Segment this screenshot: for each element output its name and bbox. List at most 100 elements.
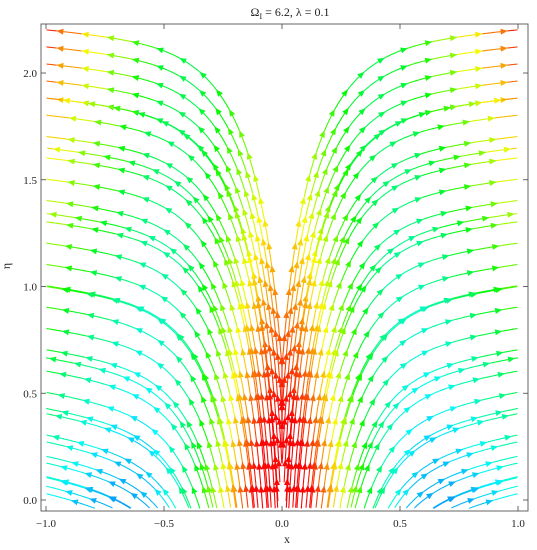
streamline-segment: [502, 306, 518, 311]
stream-arrowhead: [377, 311, 385, 319]
stream-arrowhead: [281, 375, 288, 383]
stream-arrowhead: [399, 362, 408, 370]
stream-arrowhead: [226, 234, 232, 243]
stream-arrowhead: [275, 394, 281, 402]
stream-arrowhead: [245, 324, 251, 332]
stream-arrowhead: [318, 278, 325, 287]
stream-arrowhead: [316, 233, 323, 241]
stream-arrowhead: [391, 207, 400, 214]
x-axis-label: x: [284, 532, 290, 546]
stream-arrowhead: [245, 170, 251, 179]
stream-arrowhead: [470, 416, 479, 423]
stream-arrowhead: [314, 484, 321, 493]
stream-arrowhead: [111, 341, 119, 347]
stream-arrowhead: [273, 329, 279, 338]
stream-arrowhead: [67, 180, 75, 186]
stream-arrowhead: [283, 311, 290, 319]
stream-arrowhead: [310, 461, 317, 470]
stream-arrowhead: [382, 378, 390, 387]
stream-arrowhead: [220, 461, 227, 470]
streamline-segment: [46, 306, 62, 311]
stream-arrowhead: [292, 302, 298, 310]
stream-arrowhead: [209, 305, 216, 314]
stream-arrowhead: [251, 193, 258, 201]
stream-arrowhead: [304, 439, 310, 447]
stream-arrowhead: [91, 205, 99, 212]
stream-arrowhead: [160, 296, 169, 303]
stream-arrowhead: [340, 191, 347, 200]
streamline-segment: [46, 407, 62, 413]
stream-arrowhead: [345, 163, 352, 171]
stream-arrowhead: [140, 491, 148, 498]
stream-arrowhead: [234, 211, 241, 219]
stream-arrowhead: [290, 386, 297, 394]
stream-arrowhead: [64, 244, 73, 250]
stream-arrowhead: [441, 254, 450, 261]
stream-arrowhead: [178, 486, 185, 495]
stream-arrowhead: [242, 393, 248, 401]
stream-arrowhead: [316, 416, 323, 424]
stream-arrowhead: [426, 492, 434, 500]
stream-arrowhead: [491, 265, 500, 272]
stream-arrowhead: [201, 485, 208, 494]
stream-arrowhead: [475, 31, 483, 38]
streamline-segment: [48, 97, 63, 101]
stream-arrowhead: [216, 349, 222, 357]
stream-arrowhead: [195, 307, 202, 315]
stream-arrowhead: [284, 371, 291, 379]
stream-arrowhead: [261, 298, 267, 306]
stream-arrowhead: [491, 244, 500, 250]
stream-arrowhead: [225, 484, 231, 492]
stream-arrowhead: [331, 325, 337, 334]
stream-arrowhead: [301, 462, 308, 470]
stream-arrowhead: [240, 301, 247, 310]
stream-arrowhead: [274, 436, 281, 444]
streamline-segment: [46, 263, 65, 268]
plot-frame: [40, 23, 529, 512]
x-tick-label: −1.0: [36, 518, 56, 530]
stream-arrowhead: [66, 201, 74, 208]
stream-arrowhead: [295, 279, 302, 288]
stream-arrowhead: [180, 288, 188, 296]
stream-arrowhead: [220, 394, 227, 403]
stream-arrowhead: [471, 472, 480, 478]
streamline-segment: [492, 455, 518, 463]
stream-arrowhead: [316, 256, 322, 265]
stream-arrowhead: [301, 215, 308, 224]
streamline-segment: [46, 29, 57, 32]
stream-arrowhead: [475, 48, 483, 55]
stream-arrowhead: [507, 211, 515, 218]
streamline-segment: [502, 286, 517, 290]
stream-arrowhead: [373, 442, 380, 451]
stream-arrowhead: [79, 419, 88, 426]
y-tick-label: 1.5: [23, 175, 37, 187]
stream-arrowhead: [217, 191, 224, 200]
stream-arrowhead: [179, 75, 187, 82]
stream-arrowhead: [221, 326, 227, 334]
stream-arrowhead: [273, 484, 280, 492]
stream-arrowhead: [140, 218, 148, 225]
stream-arrowhead: [448, 384, 456, 391]
stream-arrowhead: [347, 282, 354, 290]
stream-arrowhead: [116, 210, 124, 217]
stream-arrowhead: [179, 420, 186, 429]
streamline-segment: [46, 476, 62, 482]
stream-arrowhead: [237, 439, 243, 447]
stream-arrowhead: [302, 301, 308, 309]
stream-arrowhead: [266, 242, 273, 250]
streamline-segment: [499, 242, 518, 247]
stream-arrowhead: [262, 461, 269, 469]
stream-arrowhead: [61, 307, 70, 314]
stream-arrowhead: [251, 416, 258, 424]
stream-arrowhead: [448, 481, 456, 487]
stream-arrowhead: [278, 440, 284, 448]
stream-arrowhead: [215, 439, 222, 447]
streamline-segment: [46, 370, 60, 375]
stream-arrowhead: [363, 330, 370, 338]
stream-arrowhead: [391, 163, 399, 169]
y-tick-label: 0.5: [23, 388, 37, 400]
stream-arrowhead: [237, 393, 244, 401]
stream-arrowhead: [317, 348, 324, 356]
stream-arrowhead: [127, 437, 135, 444]
streamline-segment: [502, 327, 518, 332]
